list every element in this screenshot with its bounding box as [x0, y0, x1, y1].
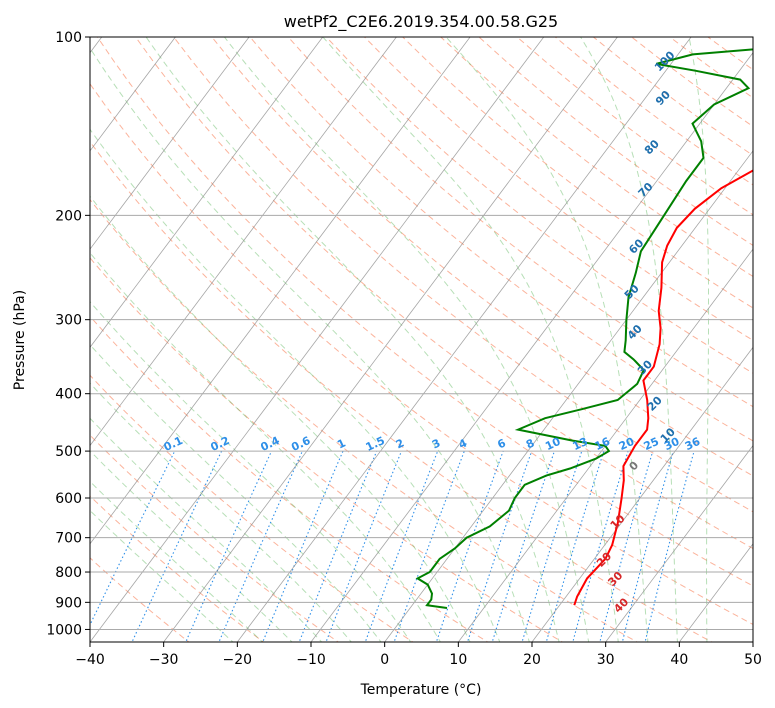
y-tick-label: 800: [55, 565, 82, 581]
moist-adiabat-line: [445, 37, 649, 642]
mixing-ratio-line: [364, 450, 439, 642]
mixing-ratio-line: [435, 450, 504, 642]
dry-adiabat-line: [211, 37, 753, 477]
plot-frame: [89, 36, 754, 643]
dry-adiabat-line: [134, 37, 753, 550]
x-axis-title: Temperature (°C): [360, 682, 482, 698]
mixing-ratio-label: 36: [683, 435, 703, 453]
mixing-ratio-label: 20: [617, 435, 637, 453]
y-axis-title: Pressure (hPa): [12, 290, 28, 390]
dry-adiabat-line: [440, 37, 753, 278]
x-tick-label: −20: [223, 652, 253, 668]
mixing-ratio-label: 30: [662, 435, 682, 453]
moist-adiabat-line: [580, 37, 678, 642]
y-tick-label: 400: [55, 387, 82, 403]
plot-background: [90, 37, 753, 642]
mixing-ratio-line: [644, 450, 695, 642]
y-tick-label: 900: [55, 595, 82, 611]
moist-adiabat-line: [90, 509, 234, 642]
mixing-ratio-label: 25: [642, 435, 661, 453]
isotherm-line: [90, 37, 250, 250]
x-tick-label: 50: [744, 652, 762, 668]
mixing-ratio-label: 13: [571, 435, 590, 453]
isotherm-line: [163, 37, 618, 642]
isotherm-line: [310, 51, 753, 642]
y-tick-label: 300: [55, 313, 82, 329]
dry-adiabat-line: [90, 434, 340, 642]
moist-adiabat-line: [90, 382, 352, 642]
isotherm-line: [90, 37, 471, 545]
mixing-ratio-line: [599, 450, 654, 642]
grid-lines: [90, 37, 753, 642]
profiles: [415, 48, 753, 609]
moist-adiabat-line: [688, 37, 710, 642]
dry-adiabat-line: [402, 37, 753, 309]
dry-adiabat-line: [287, 37, 753, 408]
dry-adiabat-line: [90, 257, 564, 642]
mixing-ratio-line: [298, 450, 378, 642]
y-tick-label: 600: [55, 491, 82, 507]
moist-adiabat-line: [90, 128, 501, 642]
moist-adiabat-line: [223, 37, 590, 642]
moist-adiabat-line: [90, 300, 412, 642]
x-tick-label: 30: [597, 652, 615, 668]
moist-adiabat-line: [145, 37, 560, 642]
isotherm-line: [90, 37, 397, 447]
isotherm-line: [384, 150, 753, 642]
x-tick-label: −10: [296, 652, 326, 668]
chart-title: wetPf2_C2E6.2019.354.00.58.G25: [284, 12, 558, 32]
dry-adiabat-line: [173, 37, 753, 513]
dry-adiabat-line: [90, 140, 713, 642]
y-tick-label: 200: [55, 208, 82, 224]
isotherm-line: [90, 37, 545, 642]
x-tick-label: 10: [449, 652, 467, 668]
isotherm-line: [237, 37, 692, 642]
x-tick-label: 20: [523, 652, 541, 668]
x-tick-label: 40: [670, 652, 688, 668]
isotherm-line: [458, 248, 753, 642]
axis-ticks: −40 −30 −20 −10 0 10 20 30 40 50 100 200 300 400 500 60…: [46, 30, 762, 668]
dry-adiabat-line: [249, 37, 753, 442]
y-tick-label: 100: [55, 30, 82, 46]
moist-adiabat-line: [90, 450, 293, 642]
mixing-ratio-line: [521, 450, 583, 642]
y-tick-label: 1000: [46, 622, 82, 638]
dry-adiabat-line: [90, 495, 265, 642]
dry-adiabat-line: [90, 315, 489, 642]
y-tick-label: 700: [55, 531, 82, 547]
isotherm-line: [605, 444, 753, 642]
line-labels: 0.1 0.2 0.4 0.6 1 1.5 2 3 4 6 8 10 13 16 20 25 30 3610090…: [162, 48, 703, 615]
isotherm-line: [531, 346, 753, 642]
isotherm-line: [90, 37, 176, 152]
mixing-ratio-label: 10: [543, 435, 563, 453]
mixing-ratio-line: [572, 450, 629, 642]
x-tick-label: 0: [380, 652, 389, 668]
moist-adiabat-line: [90, 195, 471, 642]
dry-adiabat-line: [96, 37, 753, 587]
isotherm-line: [90, 37, 324, 348]
mixing-ratio-line: [491, 450, 555, 642]
dewpoint-profile: [415, 48, 753, 609]
x-tick-label: −30: [149, 652, 179, 668]
mixing-ratio-line: [393, 450, 465, 642]
isotherm-line: [752, 641, 753, 642]
mixing-ratio-line: [621, 450, 674, 642]
mixing-ratio-line: [325, 450, 403, 642]
y-tick-label: 500: [55, 444, 82, 460]
dry-adiabat-line: [90, 198, 639, 642]
mixing-ratio-line: [545, 450, 605, 642]
moist-adiabat-line: [90, 252, 441, 642]
moist-adiabat-line: [90, 480, 264, 642]
moist-adiabat-line: [322, 37, 619, 642]
dry-adiabat-line: [90, 83, 753, 625]
temperature-profile: [573, 169, 753, 606]
x-tick-label: −40: [75, 652, 105, 668]
mixing-ratio-label: 16: [593, 435, 613, 453]
